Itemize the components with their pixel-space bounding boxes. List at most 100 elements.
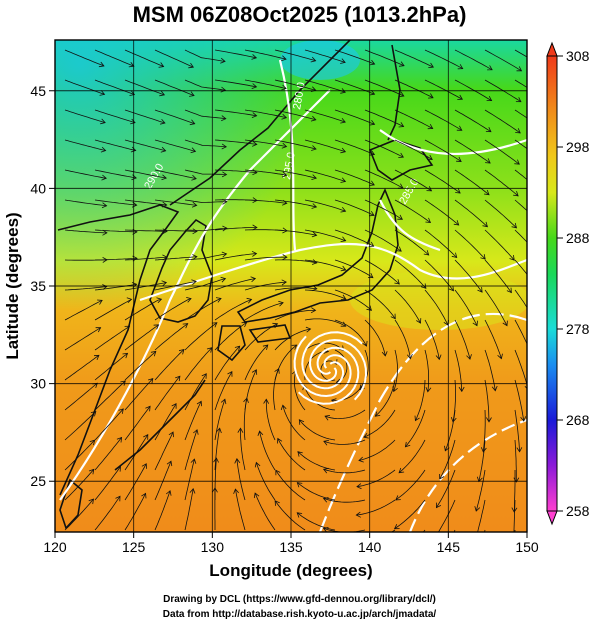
streamline: [454, 49, 493, 71]
streamline: [514, 319, 527, 345]
streamline-arrow: [281, 84, 287, 91]
streamline-arrow: [322, 497, 329, 503]
streamline-arrow: [480, 254, 486, 260]
streamline-arrow: [166, 460, 173, 467]
streamline: [484, 139, 520, 165]
streamline-arrow: [472, 320, 478, 327]
streamline-arrow: [220, 398, 227, 405]
streamline: [424, 349, 429, 392]
streamline-arrow: [356, 483, 362, 490]
streamline-arrow: [251, 369, 258, 375]
streamline-arrow: [414, 415, 420, 422]
streamline: [304, 139, 346, 153]
streamline-arrow: [101, 174, 107, 181]
streamline: [334, 289, 372, 311]
streamline: [94, 49, 134, 67]
streamline-arrow: [115, 495, 121, 502]
streamline-arrow: [516, 447, 523, 453]
streamline: [94, 437, 122, 471]
streamline-arrow: [427, 123, 434, 130]
streamline-arrow: [485, 127, 492, 133]
colorbar-tick-label: 288: [566, 230, 590, 246]
streamline-arrow: [420, 283, 427, 289]
streamline-arrow: [474, 536, 479, 541]
streamline-arrow: [423, 250, 430, 256]
y-tick-label: 35: [30, 278, 46, 294]
streamline-arrow: [201, 373, 207, 379]
streamline: [415, 379, 426, 421]
streamline: [154, 490, 171, 531]
streamline-arrow: [506, 287, 512, 294]
streamline-arrow: [241, 322, 248, 328]
colorbar-tick-label: 278: [566, 321, 590, 337]
streamline: [444, 409, 456, 451]
streamline: [436, 469, 456, 508]
streamline: [124, 256, 167, 261]
streamline-arrow: [250, 276, 257, 283]
streamline: [484, 319, 502, 359]
streamline-arrow: [310, 115, 317, 122]
streamline-arrow: [188, 62, 195, 69]
streamline-arrow: [456, 125, 463, 131]
streamline: [184, 278, 226, 291]
streamline-arrow: [233, 488, 240, 494]
streamline: [154, 229, 198, 232]
streamline-arrow: [457, 64, 464, 70]
streamline: [394, 109, 433, 129]
streamline-arrow: [305, 326, 312, 333]
streamline-arrow: [312, 285, 318, 292]
streamline-arrow: [515, 128, 521, 134]
streamline-arrow: [182, 323, 189, 329]
streamline: [277, 438, 306, 471]
streamline-arrow: [211, 487, 218, 493]
streamline: [124, 79, 165, 96]
streamline: [154, 79, 195, 96]
streamline-arrow: [311, 259, 318, 265]
streamline: [124, 169, 167, 179]
streamline-arrow: [156, 297, 163, 304]
streamline-arrow: [486, 96, 493, 101]
streamline: [274, 49, 316, 62]
streamline: [244, 302, 284, 321]
streamline-arrow: [529, 353, 534, 358]
streamline-arrow: [143, 434, 149, 440]
streamline-arrow: [274, 500, 280, 506]
streamline: [514, 79, 527, 88]
streamline: [154, 199, 197, 206]
streamline-arrow: [436, 563, 441, 568]
streamline-arrow: [515, 97, 522, 103]
streamline-arrow: [93, 354, 100, 361]
streamline: [244, 281, 287, 291]
streamline: [64, 327, 101, 351]
streamline: [394, 259, 427, 289]
streamline: [393, 349, 398, 392]
streamline: [334, 199, 375, 216]
streamline: [184, 79, 226, 91]
streamline: [364, 169, 404, 189]
streamline-arrow: [439, 473, 445, 480]
streamline-arrow: [310, 56, 317, 63]
gridlines: [55, 40, 527, 532]
streamline: [64, 354, 100, 381]
streamline: [304, 109, 346, 123]
streamline-arrow: [537, 288, 542, 293]
streamline: [214, 49, 257, 59]
streamline: [184, 322, 218, 351]
streamline: [424, 199, 459, 226]
streamline-arrow: [124, 325, 131, 331]
streamline-arrow: [102, 229, 108, 236]
x-tick-label: 150: [515, 539, 539, 555]
streamline-arrow: [221, 143, 227, 150]
streamline: [304, 199, 346, 212]
streamline: [454, 259, 483, 293]
colorbar-bottom-arrow: [546, 510, 558, 526]
streamline: [394, 139, 433, 160]
streamline: [64, 79, 105, 95]
streamline-arrow: [398, 467, 405, 474]
streamline-arrow: [374, 411, 381, 417]
streamline-arrow: [369, 120, 376, 126]
isotherm-contour: [139, 242, 527, 302]
streamline-arrow: [311, 203, 318, 209]
wind-streamlines: [64, 49, 542, 568]
streamline: [454, 349, 463, 392]
